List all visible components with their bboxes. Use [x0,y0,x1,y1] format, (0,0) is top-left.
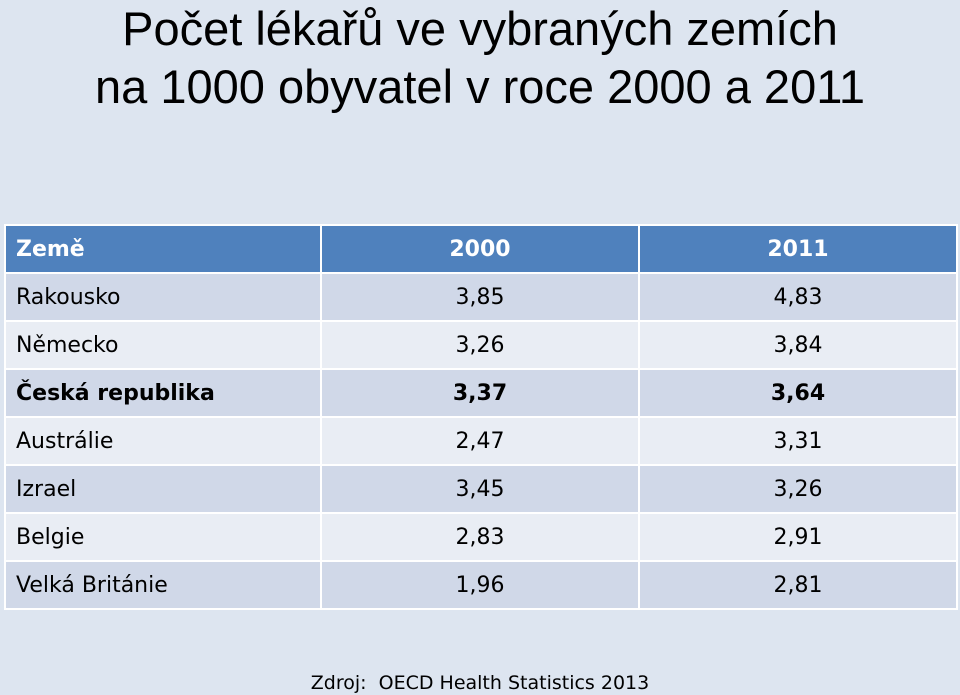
cell-country: Belgie [4,512,322,562]
header-country: Země [4,224,322,274]
cell-country: Izrael [4,464,322,514]
table-row: Velká Británie 1,96 2,81 [4,560,958,610]
source-note: Zdroj: OECD Health Statistics 2013 [310,672,650,694]
table-row: Austrálie 2,47 3,31 [4,416,958,466]
table-row: Německo 3,26 3,84 [4,320,958,370]
cell-2011: 4,83 [638,272,958,322]
cell-2000: 1,96 [320,560,640,610]
title-line-1: Počet lékařů ve vybraných zemích [122,2,838,55]
slide-title: Počet lékařů ve vybraných zemích na 1000… [0,0,960,116]
table-row: Česká republika 3,37 3,64 [4,368,958,418]
cell-country: Rakousko [4,272,322,322]
cell-2011: 2,91 [638,512,958,562]
cell-country: Velká Británie [4,560,322,610]
cell-2011: 3,64 [638,368,958,418]
cell-2000: 3,45 [320,464,640,514]
cell-2011: 3,26 [638,464,958,514]
cell-2000: 3,37 [320,368,640,418]
cell-2000: 2,47 [320,416,640,466]
table-row: Izrael 3,45 3,26 [4,464,958,514]
cell-2000: 3,85 [320,272,640,322]
data-table: Země 2000 2011 Rakousko 3,85 4,83 Německ… [4,224,958,610]
cell-2011: 3,31 [638,416,958,466]
cell-2000: 2,83 [320,512,640,562]
table-row: Rakousko 3,85 4,83 [4,272,958,322]
header-2011: 2011 [638,224,958,274]
cell-country: Německo [4,320,322,370]
cell-2011: 3,84 [638,320,958,370]
table-row: Belgie 2,83 2,91 [4,512,958,562]
table-header-row: Země 2000 2011 [4,224,958,274]
cell-2000: 3,26 [320,320,640,370]
cell-country: Česká republika [4,368,322,418]
title-line-2: na 1000 obyvatel v roce 2000 a 2011 [95,60,865,113]
header-2000: 2000 [320,224,640,274]
cell-country: Austrálie [4,416,322,466]
data-table-container: Země 2000 2011 Rakousko 3,85 4,83 Německ… [4,224,958,610]
cell-2011: 2,81 [638,560,958,610]
